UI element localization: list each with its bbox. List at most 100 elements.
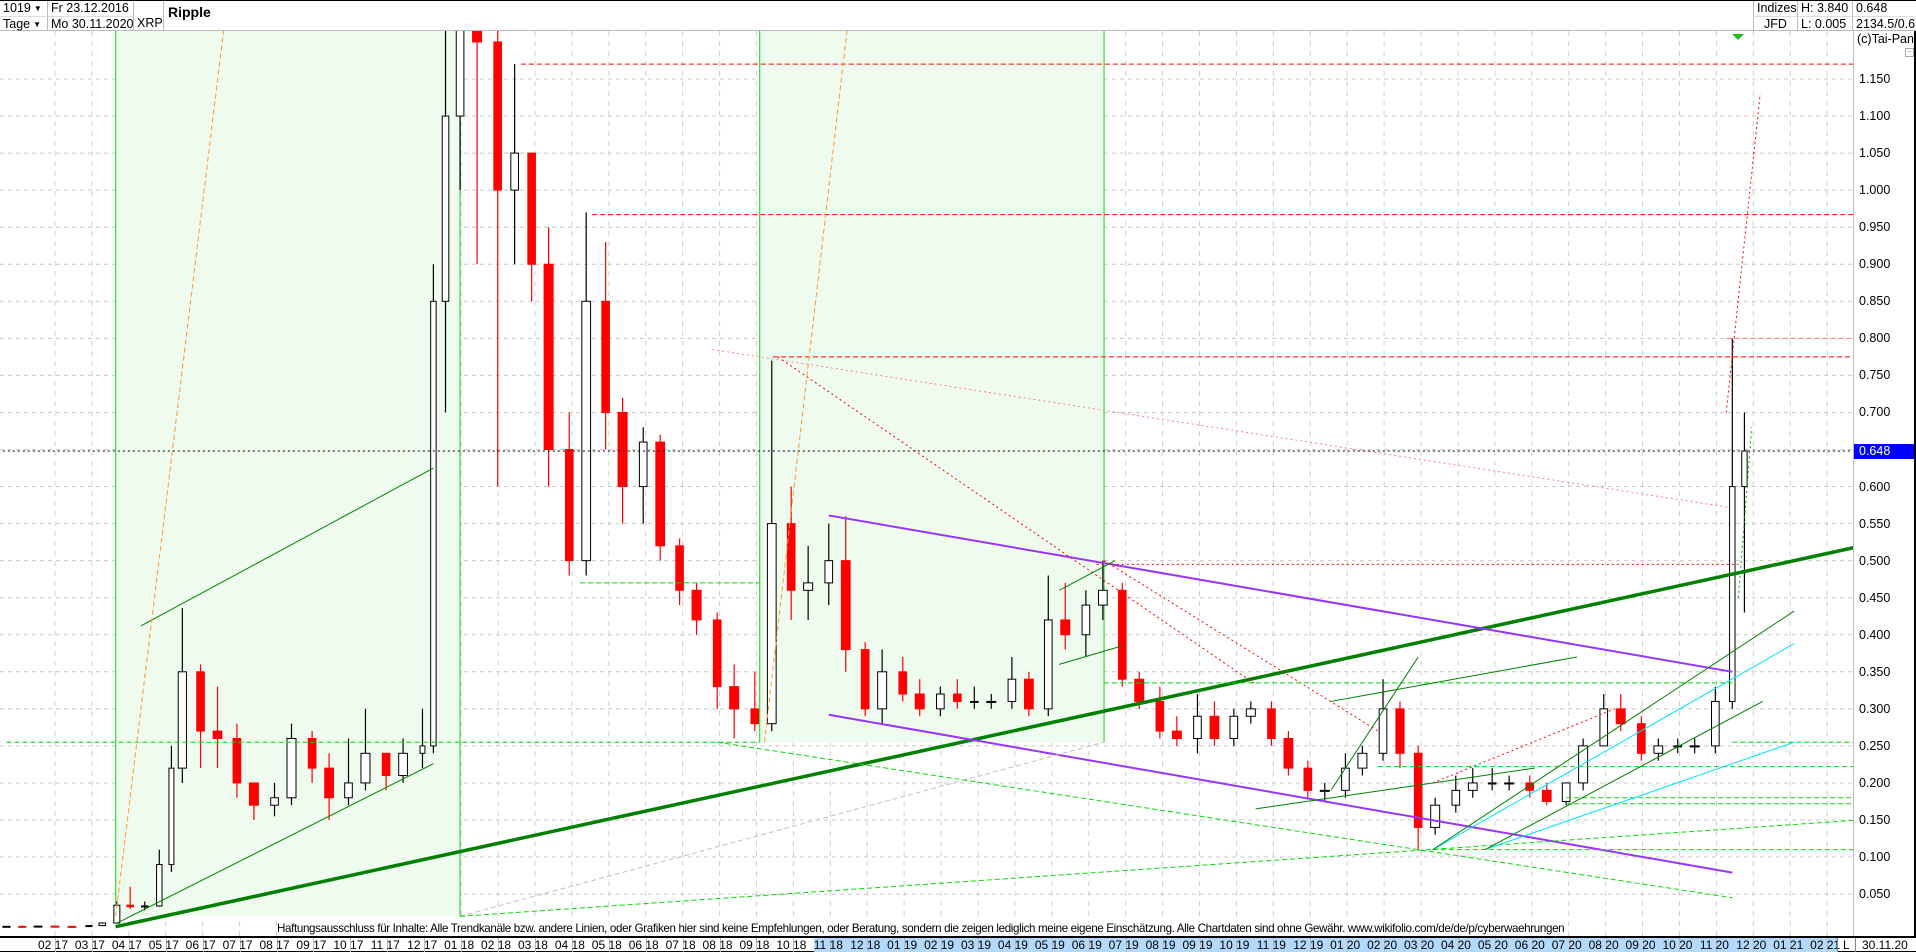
- x-tick-label: 06 18: [628, 938, 659, 952]
- candle-body: [1117, 589, 1127, 680]
- period-dropdown[interactable]: Tage ▼: [0, 16, 48, 31]
- candle-body: [936, 693, 945, 710]
- x-tick: [941, 938, 943, 952]
- trendline: [828, 713, 1733, 874]
- x-tick: [1236, 938, 1238, 952]
- y-axis[interactable]: [1853, 31, 1916, 936]
- candle-body: [729, 686, 740, 710]
- y-tick-label: 0.950: [1859, 220, 1891, 235]
- candle-body: [638, 441, 648, 488]
- candle-body: [360, 752, 371, 784]
- divider: [1837, 938, 1838, 952]
- y-tick-label: 0.750: [1859, 368, 1891, 383]
- candle-body: [691, 589, 702, 621]
- trendline: [115, 763, 434, 925]
- candle-body: [1357, 752, 1368, 769]
- x-tick-label: 11 19: [1256, 938, 1286, 952]
- trendline: [763, 31, 848, 743]
- candle-body: [1081, 604, 1091, 636]
- date-from[interactable]: Fr 23.12.2016: [48, 1, 134, 16]
- y-tick-label: 0.350: [1859, 664, 1891, 679]
- x-tick: [91, 938, 93, 952]
- trendline: [777, 356, 1256, 685]
- period-value: Tage: [3, 17, 31, 31]
- candle-body: [85, 925, 93, 928]
- candle-body: [67, 925, 77, 928]
- y-tick-label: 1.050: [1859, 146, 1891, 161]
- trendline: [1725, 93, 1761, 413]
- date-to[interactable]: Mo 30.11.2020: [48, 16, 134, 31]
- x-tick-label: 03 19: [960, 938, 992, 952]
- candle-body: [581, 300, 592, 562]
- candle-body: [1451, 789, 1461, 806]
- candle-body: [33, 925, 43, 928]
- x-tick-label: 12 19: [1293, 938, 1324, 952]
- candle-body: [344, 782, 353, 799]
- trendline: [1058, 560, 1116, 591]
- x-tick: [1642, 938, 1644, 952]
- trendline: [1432, 643, 1795, 851]
- candle-body: [324, 767, 334, 799]
- candle-body: [564, 449, 574, 562]
- candle-body: [140, 905, 149, 908]
- x-tick-label: 02 17: [37, 938, 69, 952]
- candle-body: [877, 671, 888, 710]
- chart-header: 1019 ▼ Tage ▼ Fr 23.12.2016 Mo 30.11.2020 …: [0, 0, 1916, 31]
- bar-count-value: 1019: [3, 1, 31, 15]
- last-date: 30.11.20: [1862, 938, 1908, 952]
- candle-body: [969, 700, 979, 703]
- current-price-label: 0.648: [1854, 443, 1914, 459]
- x-tick-label: 05 18: [591, 938, 622, 952]
- x-tick: [1088, 938, 1090, 952]
- trendline: [460, 819, 1853, 917]
- x-tick-label: 10 20: [1662, 938, 1693, 952]
- candle-body: [953, 693, 962, 702]
- low-value: L: 0.005: [1798, 16, 1853, 31]
- x-tick-label: 12 18: [850, 938, 881, 952]
- candle-body: [419, 745, 426, 754]
- candle-body: [675, 545, 684, 591]
- trendline: [1059, 645, 1123, 665]
- candle-body: [248, 782, 259, 806]
- candle-body: [1467, 782, 1478, 791]
- trendline: [1484, 700, 1763, 851]
- zones: [114, 31, 1105, 917]
- trendline: [1737, 427, 1753, 598]
- candle-body: [1487, 782, 1497, 785]
- disclaimer: Haftungsausschluss für Inhalte: Alle Tre…: [277, 922, 1565, 935]
- x-tick-label: 10 18: [776, 938, 807, 952]
- candle-body: [270, 797, 279, 806]
- x-tick-label: 11 20: [1699, 938, 1729, 952]
- x-tick-label: 08 17: [259, 938, 290, 952]
- x-tick-label: 03 17: [74, 938, 105, 952]
- instrument-name: Ripple: [168, 4, 211, 20]
- x-axis-highlight: [814, 938, 1837, 952]
- bar-count-dropdown[interactable]: 1019 ▼: [0, 1, 48, 16]
- x-tick: [55, 938, 56, 952]
- collapse-icon[interactable]: –: [1905, 48, 1914, 57]
- x-tick-label: 09 17: [296, 938, 327, 952]
- y-tick-label: 0.150: [1859, 813, 1891, 827]
- x-tick: [830, 938, 832, 952]
- x-tick-label: 02 20: [1367, 938, 1398, 952]
- candle-body: [986, 700, 997, 703]
- y-tick-label: 1.000: [1859, 183, 1891, 198]
- candle-body: [196, 671, 205, 732]
- candle-body: [2, 925, 11, 928]
- candle-body: [1024, 678, 1034, 710]
- candle-body: [1193, 715, 1202, 739]
- candle-body: [1599, 708, 1609, 747]
- candle-body: [1303, 767, 1313, 791]
- x-tick-label: 12 20: [1736, 938, 1767, 952]
- candle-body: [1729, 486, 1736, 702]
- candle-body: [1134, 678, 1145, 702]
- y-tick-label: 0.600: [1859, 479, 1891, 494]
- candle-body: [1229, 715, 1239, 739]
- price-chart[interactable]: [0, 31, 1853, 936]
- candles: [2, 31, 1748, 928]
- x-tick: [1014, 938, 1016, 952]
- candle-body: [803, 582, 814, 591]
- scale-mode-button[interactable]: L: [1843, 938, 1850, 952]
- candle-body: [398, 752, 408, 777]
- x-axis[interactable]: 02 17 03 17 04 17 05 17 06 17 07 17 08 17 09 17…: [0, 936, 1916, 952]
